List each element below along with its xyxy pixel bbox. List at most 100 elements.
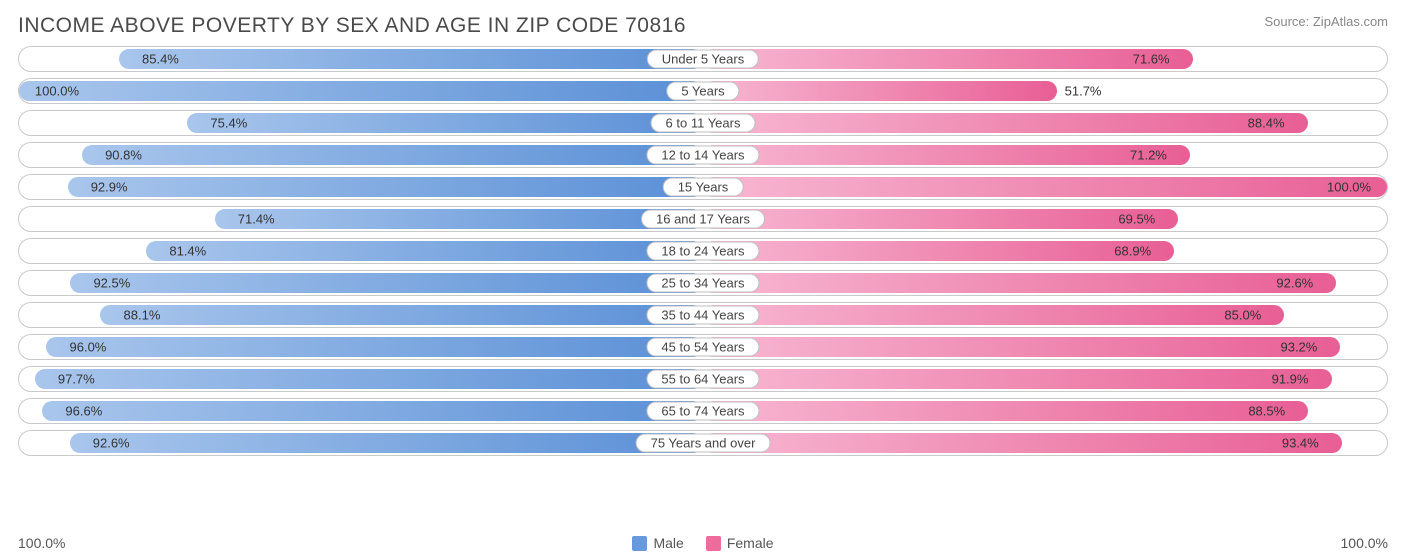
female-bar [703,241,1174,261]
axis-left-label: 100.0% [18,535,65,551]
chart-source: Source: ZipAtlas.com [1264,14,1388,29]
female-half: 88.5% [703,399,1387,423]
male-bar [35,369,703,389]
female-half: 71.6% [703,47,1387,71]
male-value: 96.0% [70,340,107,355]
male-value: 96.6% [65,404,102,419]
male-half: 92.9% [19,175,703,199]
category-label: 65 to 74 Years [646,402,759,421]
chart-row: 92.5%92.6%25 to 34 Years [18,270,1388,296]
category-label: 75 Years and over [636,434,771,453]
legend-male-label: Male [653,535,683,551]
male-bar [68,177,703,197]
chart-row: 97.7% 91.9% 55 to 64 Years [18,366,1388,392]
female-bar [703,177,1387,197]
bidirectional-bar-chart: INCOME ABOVE POVERTY BY SEX AND AGE IN Z… [0,0,1406,559]
male-half: 90.8% [19,143,703,167]
male-half: 81.4% [19,239,703,263]
male-value: 100.0% [35,84,79,99]
female-value: 93.2% [1280,340,1317,355]
male-half: 96.6% [19,399,703,423]
category-label: 45 to 54 Years [646,338,759,357]
male-half: 92.5% [19,271,703,295]
female-bar [703,273,1336,293]
male-bar [42,401,703,421]
chart-row: 75.4% 88.4% 6 to 11 Years [18,110,1388,136]
female-half: 68.9% [703,239,1387,263]
male-bar [215,209,703,229]
male-bar [19,81,703,101]
female-value: 88.4% [1248,116,1285,131]
male-value: 90.8% [105,148,142,163]
male-bar [146,241,703,261]
female-value: 51.7% [1065,84,1102,99]
male-swatch-icon [632,536,647,551]
female-bar [703,145,1190,165]
female-value: 85.0% [1224,308,1261,323]
female-bar [703,305,1284,325]
female-value: 88.5% [1248,404,1285,419]
male-bar [100,305,703,325]
female-half: 92.6% [703,271,1387,295]
female-bar [703,209,1178,229]
chart-row: 90.8% 71.2%12 to 14 Years [18,142,1388,168]
legend-male: Male [632,535,683,551]
chart-row: 100.0%51.7%5 Years [18,78,1388,104]
female-value: 92.6% [1276,276,1313,291]
female-bar [703,81,1057,101]
male-half: 97.7% [19,367,703,391]
male-value: 81.4% [169,244,206,259]
legend-female: Female [706,535,774,551]
category-label: 12 to 14 Years [646,146,759,165]
female-half: 88.4% [703,111,1387,135]
chart-row: 81.4% 68.9% 18 to 24 Years [18,238,1388,264]
chart-rows: 85.4%71.6%Under 5 Years100.0%51.7%5 Year… [18,46,1388,529]
female-swatch-icon [706,536,721,551]
female-value: 100.0% [1327,180,1371,195]
chart-title: INCOME ABOVE POVERTY BY SEX AND AGE IN Z… [18,14,686,38]
female-bar [703,337,1340,357]
female-bar [703,49,1193,69]
female-half: 91.9% [703,367,1387,391]
legend-female-label: Female [727,535,774,551]
category-label: Under 5 Years [647,50,759,69]
male-value: 85.4% [142,52,179,67]
female-value: 69.5% [1118,212,1155,227]
axis-right-label: 100.0% [1341,535,1388,551]
male-half: 71.4% [19,207,703,231]
male-half: 96.0% [19,335,703,359]
legend: Male Female [65,535,1340,551]
female-half: 85.0% [703,303,1387,327]
male-value: 92.9% [91,180,128,195]
female-bar [703,113,1308,133]
female-half: 71.2% [703,143,1387,167]
chart-row: 96.0% 93.2% 45 to 54 Years [18,334,1388,360]
male-value: 92.6% [93,436,130,451]
male-bar [82,145,703,165]
chart-header: INCOME ABOVE POVERTY BY SEX AND AGE IN Z… [18,14,1388,38]
male-value: 71.4% [238,212,275,227]
chart-row: 71.4%69.5%16 and 17 Years [18,206,1388,232]
male-bar [46,337,703,357]
male-half: 75.4% [19,111,703,135]
category-label: 6 to 11 Years [651,114,756,133]
male-bar [187,113,703,133]
chart-row: 96.6% 88.5% 65 to 74 Years [18,398,1388,424]
category-label: 18 to 24 Years [646,242,759,261]
category-label: 55 to 64 Years [646,370,759,389]
chart-row: 88.1%85.0%35 to 44 Years [18,302,1388,328]
female-bar [703,433,1342,453]
female-value: 68.9% [1114,244,1151,259]
chart-row: 92.9% 100.0% 15 Years [18,174,1388,200]
male-bar [70,273,703,293]
male-half: 85.4% [19,47,703,71]
female-bar [703,401,1308,421]
chart-row: 85.4% 71.6%Under 5 Years [18,46,1388,72]
female-half: 100.0% [703,175,1387,199]
category-label: 15 Years [663,178,744,197]
male-bar [119,49,703,69]
male-half: 92.6% [19,431,703,455]
female-value: 91.9% [1272,372,1309,387]
male-value: 88.1% [124,308,161,323]
chart-footer: 100.0% Male Female 100.0% [18,535,1388,551]
